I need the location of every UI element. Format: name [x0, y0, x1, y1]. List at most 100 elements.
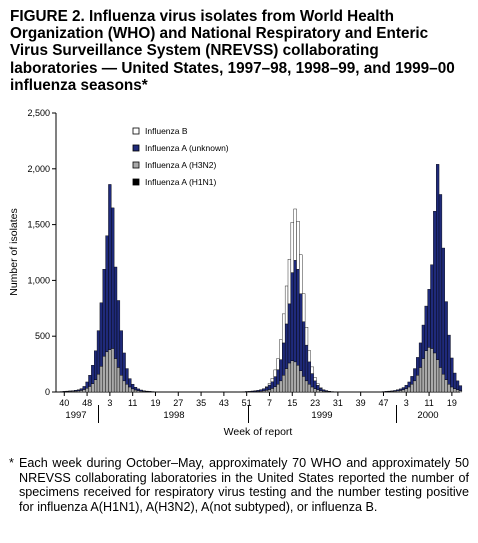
bar-influenza-a-h3n2 — [82, 389, 86, 393]
bar-influenza-a-unknown — [441, 247, 445, 375]
bar-influenza-a-h3n2 — [116, 367, 121, 393]
bar-influenza-a-h3n2 — [433, 352, 437, 393]
bar-influenza-a-h3n2 — [119, 375, 123, 393]
bar-influenza-a-h3n2 — [290, 360, 294, 393]
influenza-chart: 0 500 1,000 1,500 2,000 2,500 Number of isola… — [8, 108, 463, 438]
bar-influenza-a-unknown — [438, 194, 443, 368]
bar-influenza-a-h3n2 — [313, 388, 317, 393]
y-tick-group: 0 500 1,000 1,500 2,000 2,500 — [27, 108, 56, 397]
bar-influenza-a-unknown — [125, 368, 129, 385]
bar-influenza-a-unknown — [250, 390, 254, 392]
bar-influenza-a-h3n2 — [438, 367, 443, 393]
bar-influenza-b — [290, 222, 294, 273]
bar-influenza-a-unknown — [262, 388, 266, 392]
figure-title: FIGURE 2. Influenza virus isolates from … — [10, 8, 455, 94]
bar-influenza-a-h3n2 — [79, 390, 83, 393]
bar-influenza-a-h3n2 — [125, 383, 129, 393]
bar-influenza-a-h3n2 — [279, 380, 283, 393]
x-tick-label: 47 — [378, 398, 388, 408]
bar-influenza-a-unknown — [122, 352, 126, 382]
y-tick-label: 1,500 — [27, 220, 50, 230]
bar-influenza-a-unknown — [307, 361, 312, 385]
bar-influenza-a-unknown — [82, 386, 86, 390]
bar-influenza-a-unknown — [430, 264, 434, 349]
bar-influenza-a-h3n2 — [96, 373, 101, 393]
bar-influenza-a-unknown — [85, 381, 89, 389]
x-tick-label: 11 — [128, 398, 137, 408]
bar-influenza-a-h3n2 — [111, 348, 115, 393]
bar-influenza-a-h3n2 — [136, 390, 140, 393]
x-tick-label: 3 — [107, 398, 112, 408]
bar-influenza-a-unknown — [93, 350, 98, 380]
bar-influenza-a-unknown — [113, 266, 118, 359]
bar-influenza-a-unknown — [444, 301, 448, 380]
bar-influenza-a-h3n2 — [102, 356, 106, 393]
bar-influenza-a-unknown — [407, 381, 411, 388]
bar-influenza-b — [270, 378, 274, 382]
x-axis-label: Week of report — [224, 426, 293, 438]
bar-influenza-a-unknown — [450, 357, 454, 388]
bar-influenza-a-h3n2 — [133, 389, 138, 393]
bar-influenza-a-unknown — [111, 207, 115, 349]
bar-influenza-a-h3n2 — [401, 389, 406, 393]
bar-influenza-a-h3n2 — [310, 386, 314, 393]
bar-influenza-b — [276, 358, 280, 370]
bar-influenza-a-unknown — [136, 388, 140, 391]
bar-influenza-a-unknown — [287, 303, 292, 364]
bar-influenza-a-unknown — [453, 372, 457, 389]
bar-influenza-a-unknown — [74, 390, 78, 392]
x-tick-label: 35 — [196, 398, 206, 408]
bar-influenza-b — [265, 386, 269, 388]
year-label: 2000 — [417, 410, 438, 421]
bar-group — [59, 164, 463, 393]
bar-influenza-a-h3n2 — [304, 380, 309, 393]
bar-influenza-b — [273, 369, 277, 377]
bar-influenza-a-unknown — [319, 388, 323, 391]
y-tick-label: 1,000 — [27, 275, 50, 285]
bar-influenza-a-h3n2 — [302, 376, 306, 393]
bar-influenza-a-unknown — [259, 389, 263, 392]
bar-influenza-a-h3n2 — [99, 366, 103, 393]
bar-influenza-a-unknown — [91, 365, 95, 384]
bar-influenza-a-unknown — [265, 387, 269, 391]
bar-influenza-a-h3n2 — [418, 367, 423, 393]
bar-influenza-a-unknown — [79, 388, 83, 391]
bar-influenza-a-h3n2 — [108, 349, 112, 393]
x-tick-label: 39 — [356, 398, 366, 408]
y-tick-label: 500 — [35, 331, 50, 341]
bar-influenza-b — [319, 387, 323, 389]
bar-influenza-a-unknown — [393, 390, 397, 392]
bar-influenza-a-unknown — [404, 385, 408, 389]
bar-influenza-a-unknown — [416, 357, 420, 376]
bar-influenza-b — [279, 339, 283, 360]
bar-influenza-a-unknown — [270, 381, 274, 389]
bar-influenza-a-unknown — [299, 293, 303, 371]
x-tick-label: 11 — [424, 398, 433, 408]
bar-influenza-a-unknown — [436, 164, 440, 360]
bar-influenza-b — [302, 293, 306, 322]
bar-influenza-a-h3n2 — [287, 362, 292, 393]
y-axis-label: Number of isolates — [8, 208, 20, 296]
bar-influenza-a-unknown — [424, 305, 428, 351]
bar-influenza-a-h3n2 — [265, 390, 269, 393]
bar-influenza-a-unknown — [108, 184, 112, 350]
bar-influenza-a-unknown — [427, 289, 431, 348]
bar-influenza-a-unknown — [410, 376, 414, 385]
bar-influenza-a-unknown — [455, 380, 460, 390]
x-tick-label: 40 — [59, 398, 69, 408]
bar-influenza-a-h3n2 — [276, 383, 280, 393]
bar-influenza-a-h3n2 — [270, 388, 274, 393]
bar-influenza-a-h3n2 — [407, 386, 411, 393]
bar-influenza-a-h3n2 — [441, 373, 445, 393]
bar-influenza-a-unknown — [253, 390, 257, 392]
legend-swatch-influenza-a-unknown — [132, 144, 140, 152]
y-tick-label: 0 — [45, 387, 50, 397]
bar-influenza-a-unknown — [76, 389, 81, 392]
legend-label: Influenza A (H1N1) — [145, 177, 217, 187]
bar-influenza-a-unknown — [68, 390, 72, 392]
bar-influenza-a-unknown — [139, 389, 143, 392]
bar-influenza-a-h3n2 — [91, 383, 95, 393]
bar-influenza-a-unknown — [102, 269, 106, 357]
bar-influenza-b — [307, 350, 312, 363]
bar-influenza-a-unknown — [396, 389, 400, 392]
